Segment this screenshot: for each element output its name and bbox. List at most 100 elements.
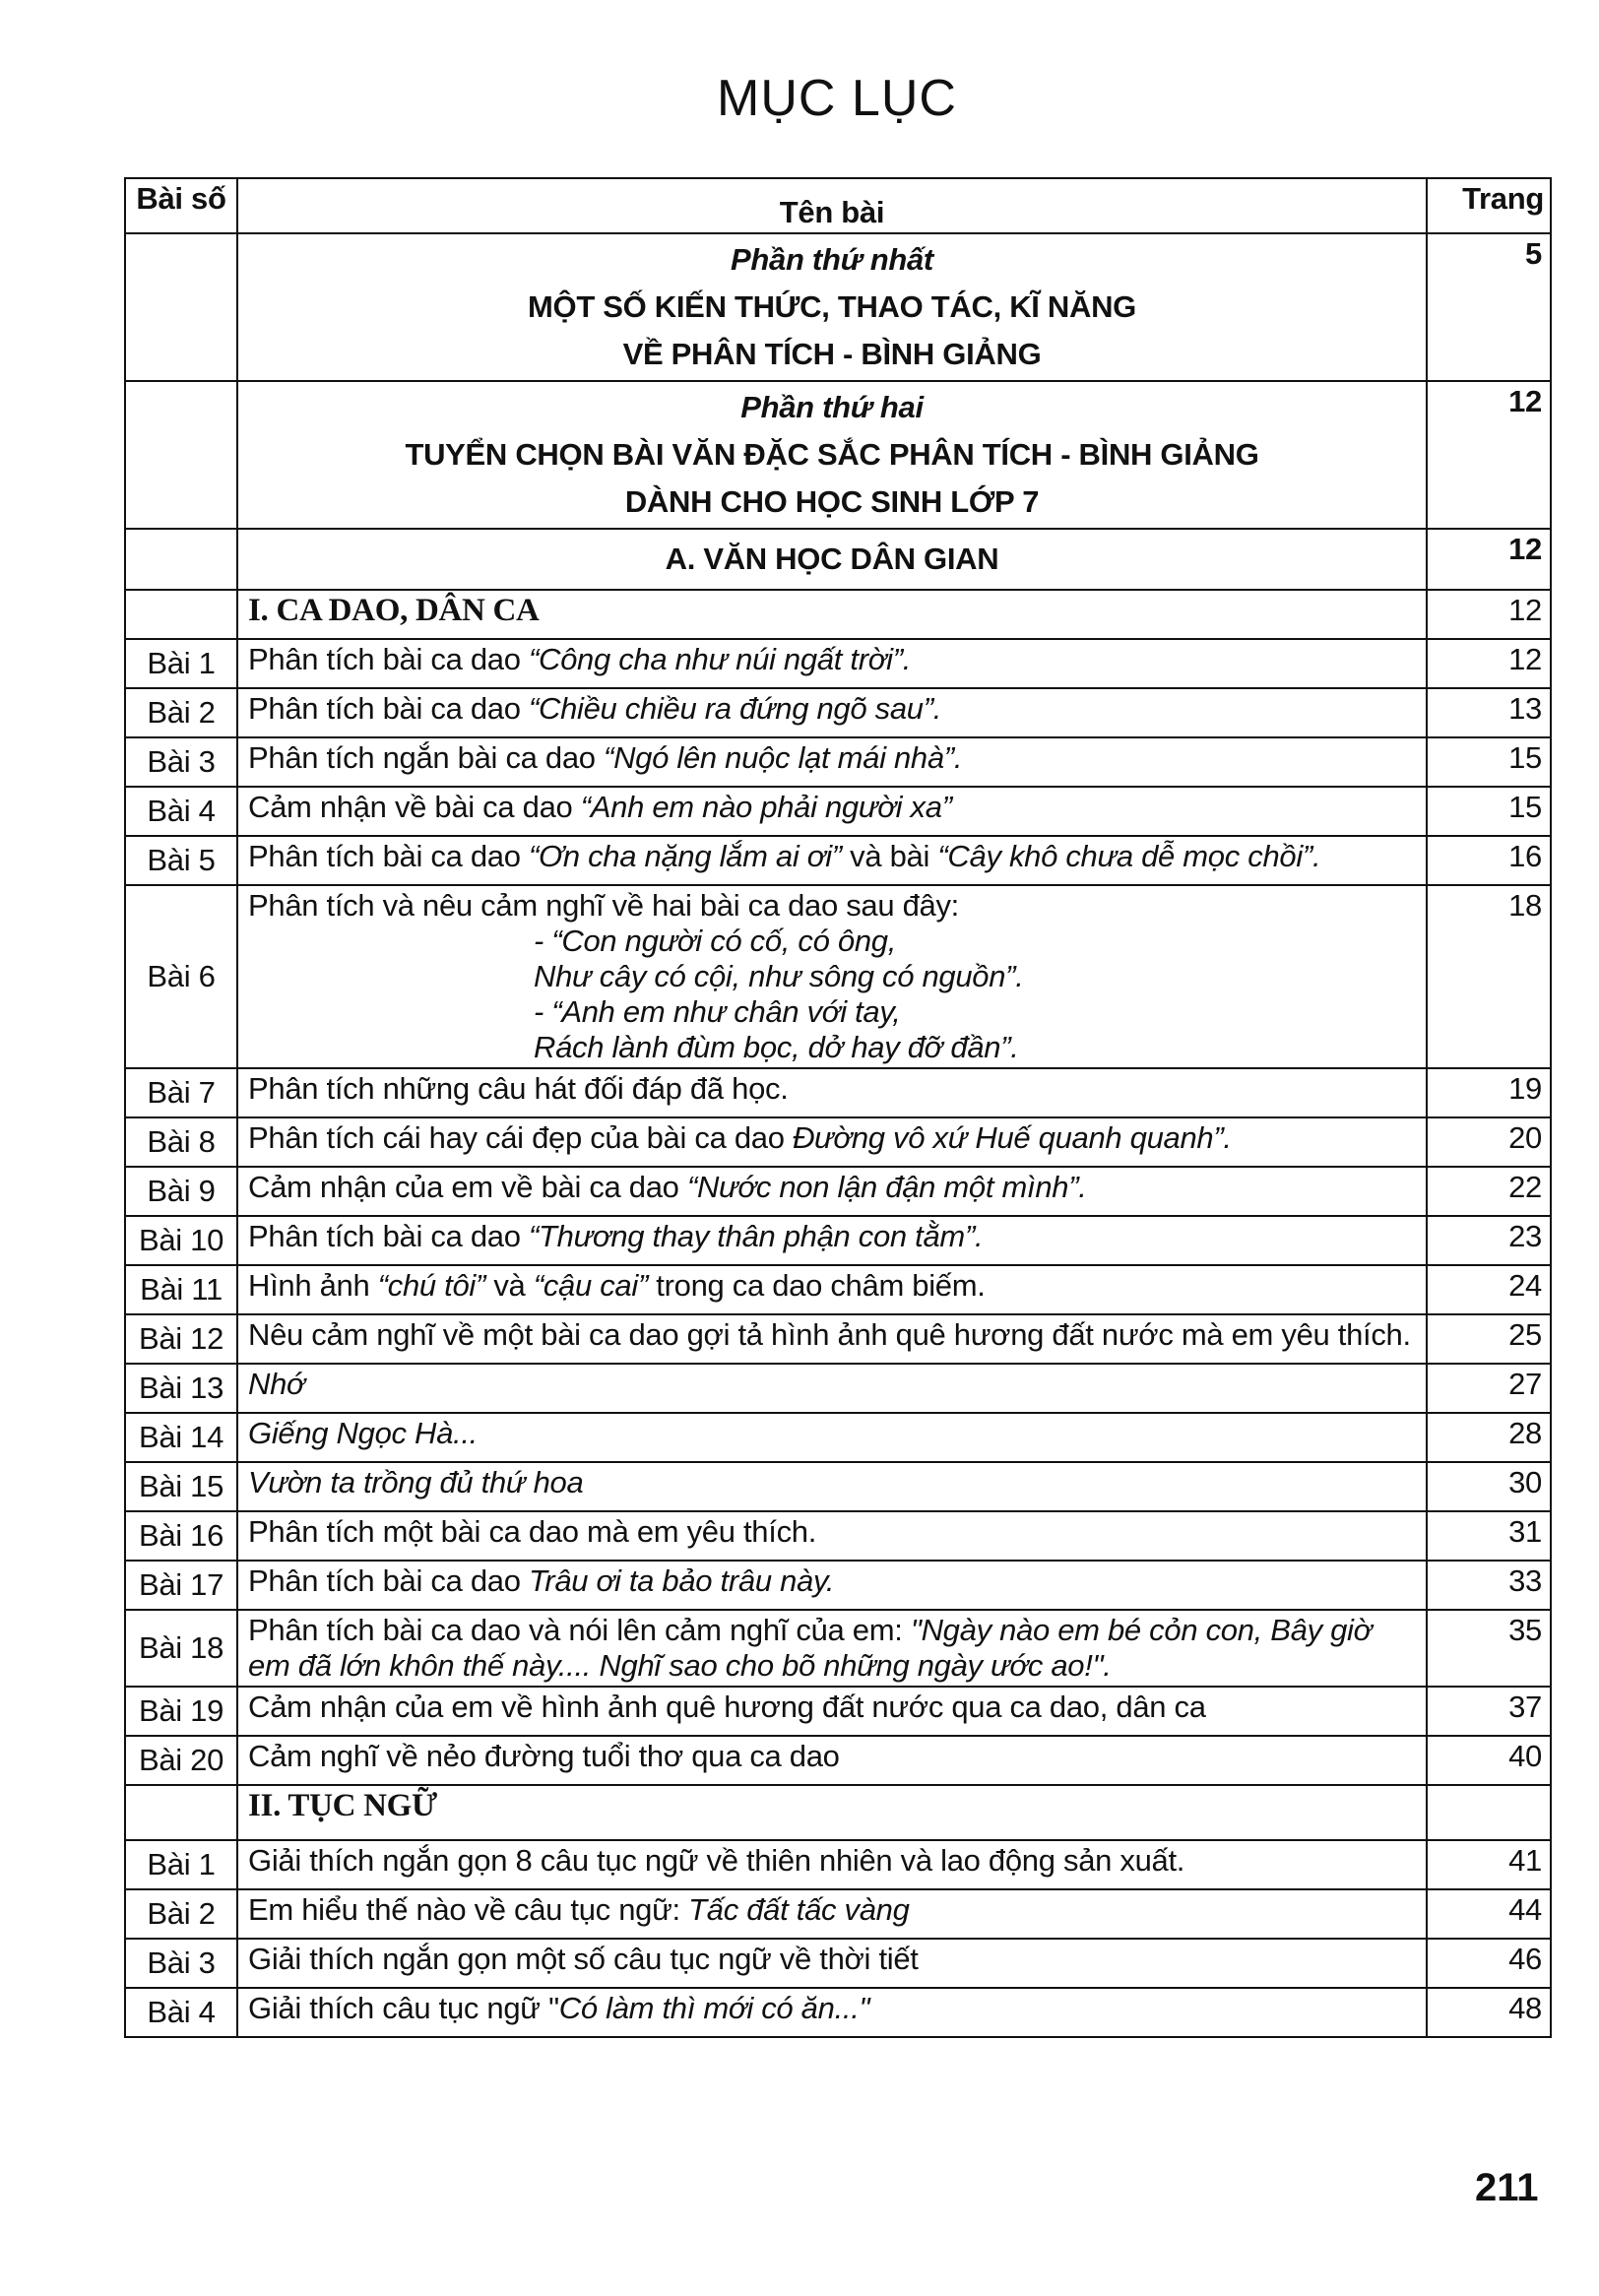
table-row: Bài 16 Phân tích một bài ca dao mà em yêu… [124,1510,1552,1562]
page-ref: 31 [1426,1510,1552,1562]
section-row: I. CA DAO, DÂN CA 12 [124,589,1552,640]
entry-title-text: Phân tích bài ca dao và nói lên cảm nghĩ… [248,1613,911,1647]
page-ref: 44 [1426,1888,1552,1940]
page-ref: 25 [1426,1313,1552,1365]
page-ref: 30 [1426,1461,1552,1512]
table-row: Bài 5 Phân tích bài ca dao “Ơn cha nặng l… [124,835,1552,886]
entry-title-text: Vườn ta trồng đủ thứ hoa [248,1465,584,1499]
entry-number: Bài 7 [124,1067,238,1118]
entry-title-text: "Ngày nào em bé cỏn con, Bây giờ em đã l… [248,1613,1373,1683]
entry-title-text: Phân tích bài ca dao [248,1563,529,1598]
table-row: Bài 6 Phân tích và nêu cảm nghĩ về hai bà… [124,884,1552,1069]
entry-title: Phân tích bài ca dao và nói lên cảm nghĩ… [236,1609,1428,1688]
table-row: Bài 3 Phân tích ngắn bài ca dao “Ngó lên … [124,736,1552,788]
entry-title: Nêu cảm nghĩ về một bài ca dao gợi tả hì… [236,1313,1428,1365]
entry-title-text: “Ngó lên nuộc lạt mái nhà”. [604,740,963,775]
section-title: A. VĂN HỌC DÂN GIAN [236,528,1428,591]
table-header: Bài số Tên bài Trang [124,177,1552,234]
entry-number: Bài 18 [124,1609,238,1688]
poem-line: - “Con người có cố, có ông, [534,924,897,958]
page-ref: 12 [1426,528,1552,591]
entry-title: Phân tích và nêu cảm nghĩ về hai bài ca … [236,884,1428,1069]
part-row: Phần thứ nhất MỘT SỐ KIẾN THỨC, THAO TÁC… [124,232,1552,382]
entry-title: Phân tích bài ca dao Trâu ơi ta bảo trâu… [236,1560,1428,1611]
entry-title-text: Cảm nhận của em về bài ca dao [248,1170,687,1204]
page-title: MỤC LỤC [717,70,957,127]
page-ref: 22 [1426,1166,1552,1217]
entry-number: Bài 1 [124,638,238,689]
table-row: Bài 8 Phân tích cái hay cái đẹp của bài c… [124,1116,1552,1168]
poem-line: Rách lành đùm bọc, dở hay đỡ đần”. [534,1030,1019,1064]
part-title: VỀ PHÂN TÍCH - BÌNH GIẢNG [622,337,1042,371]
toc-table: Bài số Tên bài Trang Phần thứ nhất MỘT S… [124,177,1552,2038]
table-row: Bài 19 Cảm nhận của em về hình ảnh quê hư… [124,1686,1552,1737]
entry-title: Hình ảnh “chú tôi” và “cậu cai” trong ca… [236,1264,1428,1315]
entry-number: Bài 1 [124,1839,238,1890]
entry-number: Bài 12 [124,1313,238,1365]
entry-title: Giếng Ngọc Hà... [236,1412,1428,1463]
entry-title-text: “Ơn cha nặng lắm ai ơi” [528,839,842,873]
page-ref: 19 [1426,1067,1552,1118]
entry-title: Giải thích câu tục ngữ "Có làm thì mới c… [236,1987,1428,2038]
entry-title-text: “Cây khô chưa dễ mọc chồi”. [937,839,1321,873]
entry-title-text: Phân tích bài ca dao [248,1219,529,1253]
page-ref: 5 [1426,232,1552,382]
entry-number: Bài 16 [124,1510,238,1562]
table-row: Bài 12 Nêu cảm nghĩ về một bài ca dao gợi… [124,1313,1552,1365]
entry-title-text: và bài [841,839,938,873]
entry-title-text: “Anh em nào phải người xa” [580,790,952,824]
page-ref: 20 [1426,1116,1552,1168]
page-ref: 48 [1426,1987,1552,2038]
entry-title-text: “cậu cai” [533,1268,648,1303]
page-ref: 12 [1426,638,1552,689]
page-ref: 13 [1426,687,1552,738]
entry-title-text: và [485,1268,534,1303]
entry-number: Bài 15 [124,1461,238,1512]
part-title: DÀNH CHO HỌC SINH LỚP 7 [624,484,1040,519]
entry-title: Phân tích bài ca dao “Công cha như núi n… [236,638,1428,689]
page-ref: 40 [1426,1735,1552,1786]
page-ref: 23 [1426,1215,1552,1266]
table-row: Bài 13 Nhớ 27 [124,1363,1552,1414]
entry-title: Phân tích bài ca dao “Ơn cha nặng lắm ai… [236,835,1428,886]
page-ref [1426,1784,1552,1841]
table-row: Bài 10 Phân tích bài ca dao “Thương thay … [124,1215,1552,1266]
entry-title-text: Phân tích cái hay cái đẹp của bài ca dao [248,1120,793,1155]
entry-number: Bài 8 [124,1116,238,1168]
entry-title: Phân tích một bài ca dao mà em yêu thích… [236,1510,1428,1562]
entry-title-text: Phân tích bài ca dao [248,839,529,873]
table-row: Bài 15 Vườn ta trồng đủ thứ hoa 30 [124,1461,1552,1512]
entry-title-text: Nhớ [248,1367,305,1401]
entry-title-text: trong ca dao châm biếm. [647,1268,986,1303]
entry-title: Giải thích ngắn gọn 8 câu tục ngữ về thi… [236,1839,1428,1890]
table-row: Bài 2 Phân tích bài ca dao “Chiều chiều r… [124,687,1552,738]
entry-title-text: Phân tích bài ca dao [248,691,529,726]
page-ref: 15 [1426,786,1552,837]
section-title: I. CA DAO, DÂN CA [236,589,1428,640]
entry-number: Bài 6 [124,884,238,1069]
part-label: Phần thứ nhất [731,242,933,277]
header-page: Trang [1426,177,1552,234]
table-row: Bài 7 Phân tích những câu hát đối đáp đã … [124,1067,1552,1118]
entry-number: Bài 4 [124,1987,238,2038]
table-row: Bài 1 Phân tích bài ca dao “Công cha như … [124,638,1552,689]
page-ref: 41 [1426,1839,1552,1890]
page-ref: 12 [1426,589,1552,640]
page-ref: 24 [1426,1264,1552,1315]
entry-title-text: “Công cha như núi ngất trời”. [528,642,912,676]
entry-title-text: Cảm nhận của em về hình ảnh quê hương đấ… [248,1690,1206,1724]
entry-title-text: Tấc đất tấc vàng [688,1892,910,1927]
entry-title: Phân tích bài ca dao “Thương thay thân p… [236,1215,1428,1266]
entry-title: Cảm nhận về bài ca dao “Anh em nào phải … [236,786,1428,837]
entry-number: Bài 3 [124,736,238,788]
entry-title: Phân tích ngắn bài ca dao “Ngó lên nuộc … [236,736,1428,788]
entry-title: Phân tích những câu hát đối đáp đã học. [236,1067,1428,1118]
entry-title-text: Có làm thì mới có ăn..." [558,1991,870,2025]
poem-line: Như cây có cội, như sông có nguồn”. [534,959,1024,993]
entry-title-text: Hình ảnh [248,1268,378,1303]
page-ref: 15 [1426,736,1552,788]
entry-title: Vườn ta trồng đủ thứ hoa [236,1461,1428,1512]
entry-title: Cảm nhận của em về bài ca dao “Nước non … [236,1166,1428,1217]
entry-title-text: Phân tích một bài ca dao mà em yêu thích… [248,1514,817,1549]
entry-number: Bài 20 [124,1735,238,1786]
